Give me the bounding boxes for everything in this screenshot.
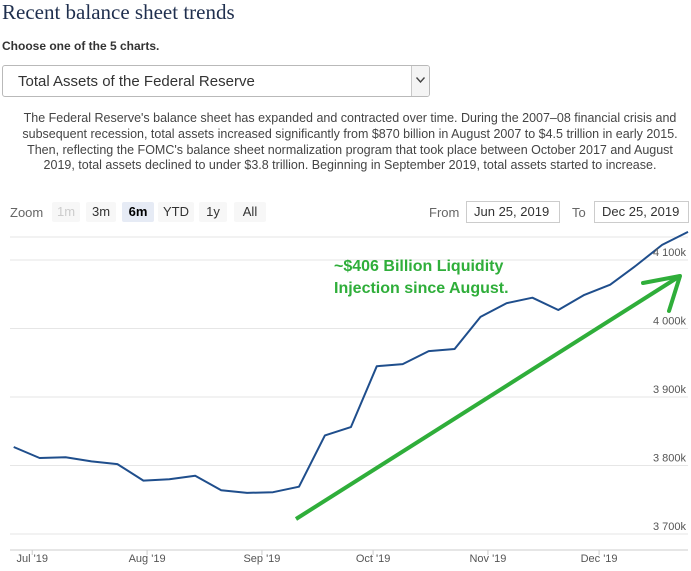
y-tick-label: 4 100k (653, 247, 687, 259)
x-tick-label: Jul '19 (17, 553, 48, 565)
series-line (13, 231, 689, 494)
chevron-down-icon (416, 77, 425, 83)
y-tick-label: 3 800k (653, 453, 687, 465)
annotation-arrow (294, 274, 682, 521)
page-title: Recent balance sheet trends (2, 0, 235, 24)
x-tick-label: Sep '19 (243, 553, 280, 565)
zoom-1m-button[interactable]: 1m (52, 202, 80, 222)
chart-description: The Federal Reserve's balance sheet has … (22, 111, 678, 173)
x-tick-label: Dec '19 (581, 553, 618, 565)
zoom-ytd-button[interactable]: YTD (158, 202, 194, 222)
annotation-line-2: Injection since August. (334, 280, 509, 297)
x-tick-label: Aug '19 (129, 553, 166, 565)
zoom-6m-button[interactable]: 6m (122, 202, 154, 222)
chart-chooser-label: Choose one of the 5 charts. (2, 39, 160, 53)
zoom-1y-button[interactable]: 1y (199, 202, 227, 222)
chart-select[interactable]: Total Assets of the Federal Reserve (2, 65, 430, 97)
range-to-input[interactable]: Dec 25, 2019 (594, 201, 689, 223)
total-assets-chart: Jul '19 Aug '19 Sep '19 Oct '19 Nov '19 Dec '… (10, 231, 689, 565)
chart-select-value: Total Assets of the Federal Reserve (18, 73, 255, 90)
x-tick-label: Oct '19 (356, 553, 391, 565)
annotation-line-1: ~$406 Billion Liquidity (334, 258, 504, 275)
range-to-label: To (572, 205, 586, 220)
range-from-label: From (429, 205, 460, 220)
annotation-text: ~$406 Billion Liquidity Injection since … (334, 256, 509, 300)
y-tick-label: 3 700k (653, 521, 687, 533)
dropdown-button[interactable] (411, 66, 429, 96)
y-tick-label: 3 900k (653, 384, 687, 396)
zoom-label: Zoom (10, 205, 44, 220)
zoom-all-button[interactable]: All (234, 202, 266, 222)
x-tick-label: Nov '19 (469, 553, 506, 565)
y-tick-label: 4 000k (653, 316, 687, 328)
range-from-input[interactable]: Jun 25, 2019 (466, 201, 560, 223)
zoom-3m-button[interactable]: 3m (86, 202, 116, 222)
